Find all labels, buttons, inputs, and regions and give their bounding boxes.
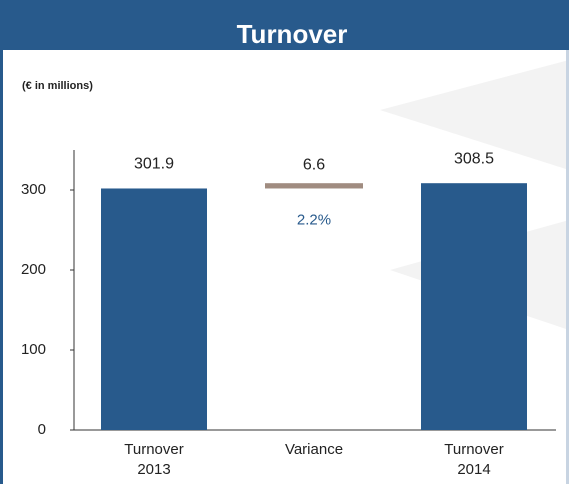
subtitle: (€ in millions) bbox=[22, 80, 93, 92]
y-tick-label: 0 bbox=[38, 421, 46, 438]
x-tick-label: Turnover 2013 bbox=[124, 441, 184, 478]
bar bbox=[101, 188, 207, 430]
value-label: 6.6 bbox=[303, 156, 325, 173]
left-border bbox=[0, 50, 3, 484]
x-tick-label: Turnover 2014 bbox=[444, 441, 504, 478]
x-tick-label: Variance bbox=[284, 441, 344, 458]
chart-title: Turnover bbox=[237, 19, 348, 49]
value-label: 308.5 bbox=[454, 150, 494, 167]
y-tick-label: 200 bbox=[21, 261, 46, 278]
value-label: 301.9 bbox=[134, 156, 174, 173]
bar bbox=[421, 183, 527, 430]
right-border bbox=[566, 50, 569, 484]
background-shape bbox=[380, 60, 569, 170]
y-tick-label: 300 bbox=[21, 181, 46, 198]
title-bar bbox=[0, 0, 569, 50]
y-tick-label: 100 bbox=[21, 341, 46, 358]
variance-bar bbox=[265, 183, 363, 189]
annotation: 2.2% bbox=[297, 211, 331, 228]
